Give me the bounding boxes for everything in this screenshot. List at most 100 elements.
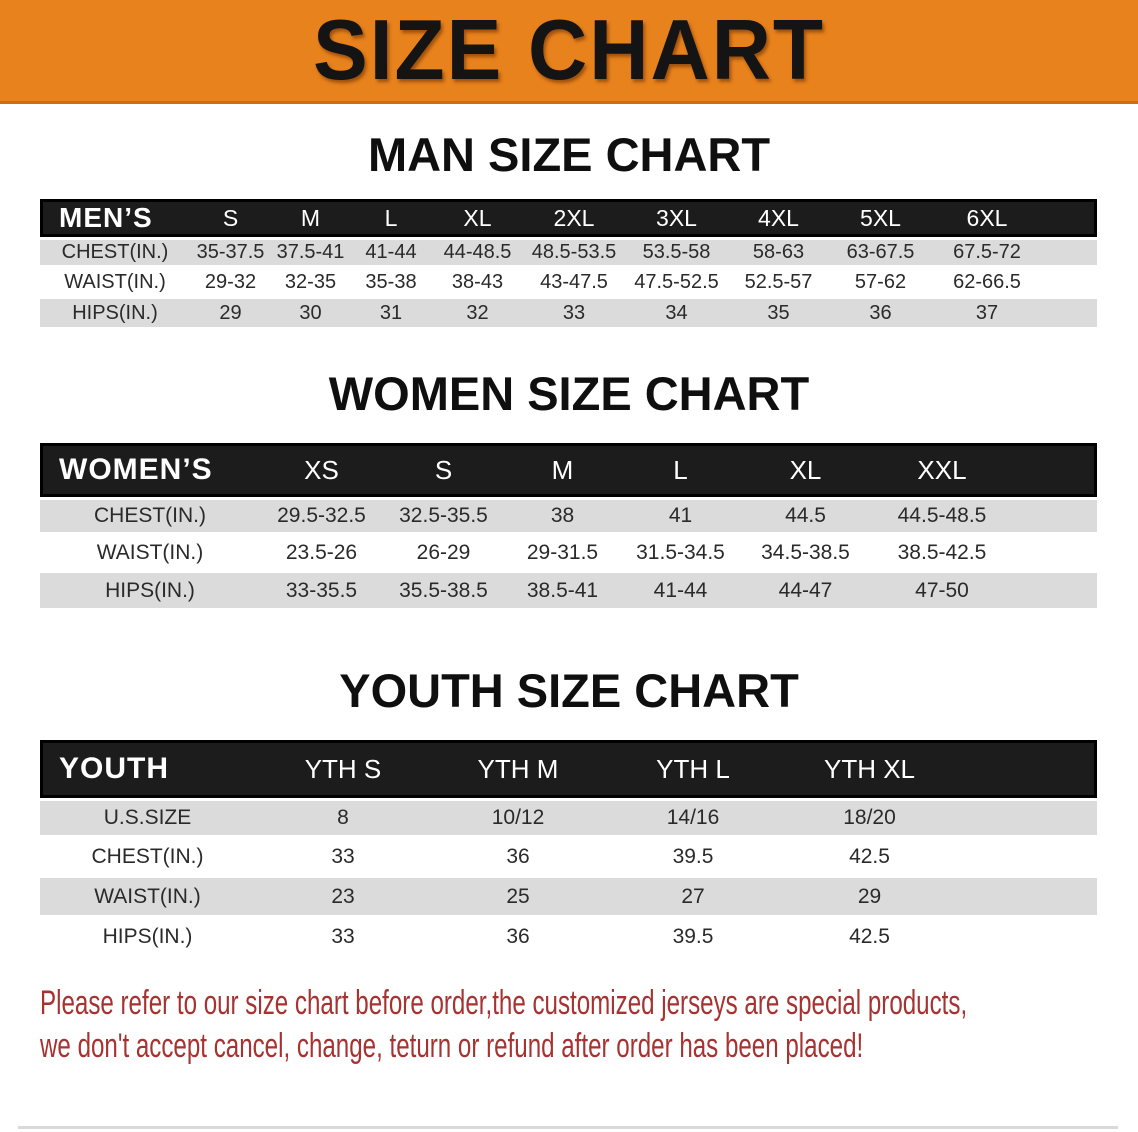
women-row-label: HIPS(IN.) <box>40 573 260 611</box>
men-size-header: M <box>271 199 350 237</box>
men-cell-value: 47.5-52.5 <box>625 268 728 299</box>
women-cell-value: 26-29 <box>383 535 504 573</box>
women-cell-value: 41-44 <box>621 573 740 611</box>
men-cell-value: 35-38 <box>350 268 432 299</box>
women-section-heading: WOMEN SIZE CHART <box>328 367 810 420</box>
women-row-filler <box>1013 535 1097 573</box>
men-cell-value: 41-44 <box>350 237 432 268</box>
men-size-header: 3XL <box>625 199 728 237</box>
men-cell-value: 52.5-57 <box>728 268 829 299</box>
youth-cell-value: 25 <box>431 878 605 918</box>
men-cell-value: 35-37.5 <box>190 237 271 268</box>
youth-row-label: CHEST(IN.) <box>40 838 255 878</box>
women-size-header: S <box>383 443 504 497</box>
bottom-divider <box>18 1126 1118 1129</box>
men-cell-value: 53.5-58 <box>625 237 728 268</box>
men-cell-value: 29-32 <box>190 268 271 299</box>
men-cell-value: 36 <box>829 299 932 330</box>
men-cell-value: 48.5-53.5 <box>523 237 625 268</box>
women-row-label: WAIST(IN.) <box>40 535 260 573</box>
women-table-row: HIPS(IN.) 33-35.5 35.5-38.5 38.5-41 41-44 44-… <box>40 573 1097 611</box>
disclaimer-line-1: Please refer to our size chart before or… <box>40 984 968 1022</box>
youth-size-table: YOUTH YTH S YTH M YTH L YTH XL U.S.SIZE 8 10/12… <box>40 740 1097 958</box>
youth-table-row: HIPS(IN.) 33 36 39.5 42.5 <box>40 918 1097 958</box>
youth-cell-value: 10/12 <box>431 798 605 838</box>
women-header-row: WOMEN’S XS S M L XL XXL <box>40 443 1097 497</box>
men-table-row: HIPS(IN.) 29 30 31 32 33 34 35 36 37 <box>40 299 1097 330</box>
women-size-header: M <box>504 443 621 497</box>
men-cell-value: 57-62 <box>829 268 932 299</box>
youth-cell-value: 39.5 <box>605 918 781 958</box>
men-size-header: 5XL <box>829 199 932 237</box>
men-size-header: 6XL <box>932 199 1042 237</box>
men-cell-value: 67.5-72 <box>932 237 1042 268</box>
youth-cell-value: 29 <box>781 878 958 918</box>
disclaimer-row: Please refer to our size chart before or… <box>40 982 1138 1025</box>
women-cell-value: 29.5-32.5 <box>260 497 383 535</box>
men-cell-value: 37 <box>932 299 1042 330</box>
youth-cell-value: 18/20 <box>781 798 958 838</box>
youth-row-label: U.S.SIZE <box>40 798 255 838</box>
youth-cell-value: 39.5 <box>605 838 781 878</box>
youth-cell-value: 33 <box>255 838 431 878</box>
women-cell-value: 35.5-38.5 <box>383 573 504 611</box>
youth-cell-value: 36 <box>431 918 605 958</box>
women-size-header: XXL <box>871 443 1013 497</box>
women-cell-value: 38.5-41 <box>504 573 621 611</box>
men-cell-value: 35 <box>728 299 829 330</box>
women-cell-value: 29-31.5 <box>504 535 621 573</box>
men-table-row: CHEST(IN.) 35-37.5 37.5-41 41-44 44-48.5 48.5… <box>40 237 1097 268</box>
women-table-row: CHEST(IN.) 29.5-32.5 32.5-35.5 38 41 44.5 44.5… <box>40 497 1097 535</box>
man-section-heading: MAN SIZE CHART <box>367 128 771 181</box>
youth-table-row: WAIST(IN.) 23 25 27 29 <box>40 878 1097 918</box>
women-row-label: CHEST(IN.) <box>40 497 260 535</box>
youth-cell-value: 36 <box>431 838 605 878</box>
women-cell-value: 23.5-26 <box>260 535 383 573</box>
women-cell-value: 32.5-35.5 <box>383 497 504 535</box>
women-row-filler <box>1013 573 1097 611</box>
women-table-row: WAIST(IN.) 23.5-26 26-29 29-31.5 31.5-34.5 34… <box>40 535 1097 573</box>
women-cell-value: 34.5-38.5 <box>740 535 871 573</box>
youth-cell-value: 23 <box>255 878 431 918</box>
youth-header-filler <box>958 740 1097 798</box>
women-cell-value: 44.5 <box>740 497 871 535</box>
youth-row-filler <box>958 918 1097 958</box>
men-cell-value: 34 <box>625 299 728 330</box>
men-cell-value: 44-48.5 <box>432 237 523 268</box>
youth-cell-value: 8 <box>255 798 431 838</box>
women-cell-value: 47-50 <box>871 573 1013 611</box>
men-row-label: HIPS(IN.) <box>40 299 190 330</box>
men-cell-value: 33 <box>523 299 625 330</box>
youth-table-row: CHEST(IN.) 33 36 39.5 42.5 <box>40 838 1097 878</box>
men-row-label: WAIST(IN.) <box>40 268 190 299</box>
men-cell-value: 32-35 <box>271 268 350 299</box>
men-table-row: WAIST(IN.) 29-32 32-35 35-38 38-43 43-47.5 47.… <box>40 268 1097 299</box>
women-cell-value: 33-35.5 <box>260 573 383 611</box>
men-row-filler <box>1042 299 1097 330</box>
men-size-header: XL <box>432 199 523 237</box>
women-row-filler <box>1013 497 1097 535</box>
men-size-header: 4XL <box>728 199 829 237</box>
women-cell-value: 31.5-34.5 <box>621 535 740 573</box>
youth-size-header: YTH XL <box>781 740 958 798</box>
men-size-header: S <box>190 199 271 237</box>
women-cell-value: 38 <box>504 497 621 535</box>
women-corner-label: WOMEN’S <box>40 443 260 497</box>
youth-cell-value: 33 <box>255 918 431 958</box>
youth-size-header: YTH S <box>255 740 431 798</box>
men-cell-value: 58-63 <box>728 237 829 268</box>
men-cell-value: 38-43 <box>432 268 523 299</box>
men-cell-value: 62-66.5 <box>932 268 1042 299</box>
men-header-row: MEN’S S M L XL 2XL 3XL 4XL 5XL 6XL <box>40 199 1097 237</box>
women-cell-value: 41 <box>621 497 740 535</box>
banner-title: SIZE CHART <box>313 2 825 98</box>
women-size-table: WOMEN’S XS S M L XL XXL CHEST(IN.) 29.5-32.5 32.5… <box>40 443 1097 611</box>
men-row-filler <box>1042 237 1097 268</box>
men-cell-value: 29 <box>190 299 271 330</box>
youth-section-heading: YOUTH SIZE CHART <box>339 664 799 717</box>
men-row-label: CHEST(IN.) <box>40 237 190 268</box>
men-row-filler <box>1042 268 1097 299</box>
disclaimer-line-2: we don't accept cancel, change, teturn o… <box>40 1027 864 1065</box>
women-cell-value: 44-47 <box>740 573 871 611</box>
youth-cell-value: 42.5 <box>781 918 958 958</box>
